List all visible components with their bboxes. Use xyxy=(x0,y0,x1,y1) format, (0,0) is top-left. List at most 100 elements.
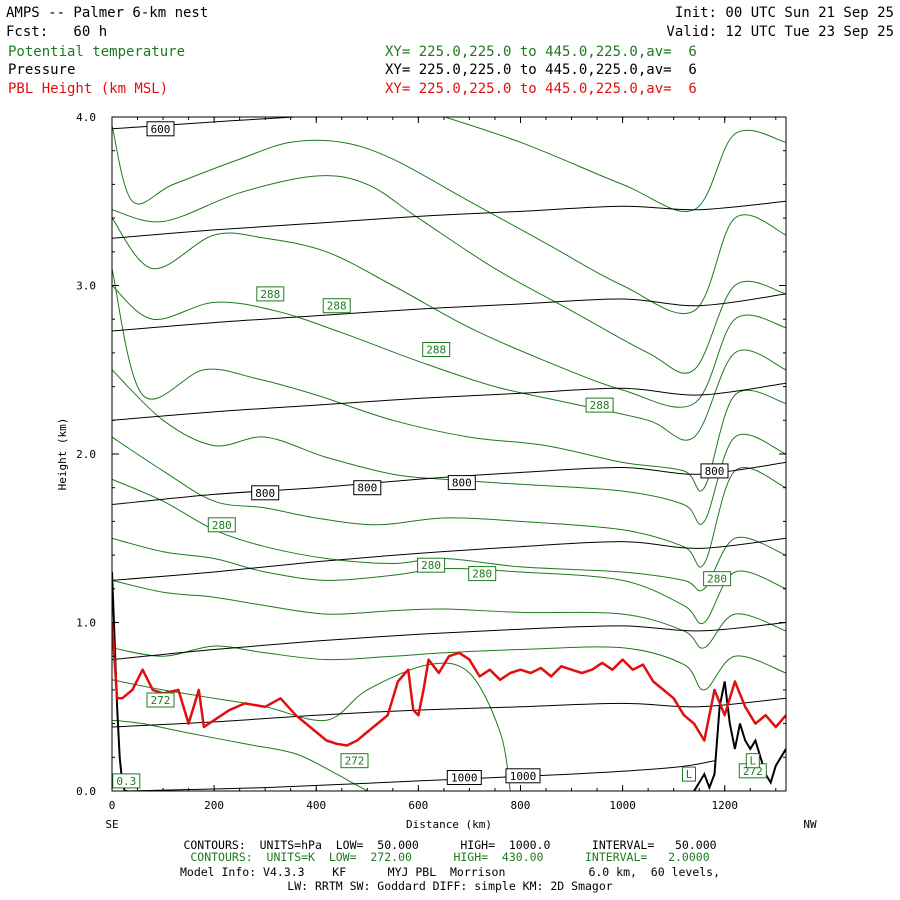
theta-contour-line xyxy=(112,579,786,649)
pressure-contour-label-box xyxy=(146,121,175,137)
x-tick-label: 0 xyxy=(109,799,116,812)
theta-contour-label-text: 288 xyxy=(590,399,610,412)
axes: Distance (km) Height (km) SE NW 0 200 400 6… xyxy=(56,111,817,831)
terrain-line-se xyxy=(112,571,128,791)
theta-contour-label-box xyxy=(682,766,696,782)
pressure-contour-label: 1000 xyxy=(446,770,482,785)
x-tick-label: 800 xyxy=(511,799,531,812)
theta-contour-label: 272 xyxy=(340,753,369,769)
se-label: SE xyxy=(105,818,118,831)
pressure-contour-750 xyxy=(112,382,786,421)
pbl-height-series xyxy=(112,622,786,747)
pressure-contour-label: 800 xyxy=(353,480,382,496)
theta-contour-label-text: 280 xyxy=(472,568,492,581)
theta-contour-label-box xyxy=(322,298,351,314)
theta-contour-label-box xyxy=(703,571,732,587)
pressure-contour-900 xyxy=(112,622,786,661)
y-tick-label: 1.0 xyxy=(76,617,96,630)
theta-contour-label-box xyxy=(745,753,760,769)
pressure-contour-label-box xyxy=(447,475,476,491)
pressure-contour-label-box xyxy=(446,770,482,785)
theta-contour-label-text: 288 xyxy=(426,344,446,357)
theta-contour-label-text: 288 xyxy=(327,300,347,313)
field-xy-pbl: XY= 225.0,225.0 to 445.0,225.0,av= 6 xyxy=(385,81,697,97)
theta-contour-label-box xyxy=(146,692,175,708)
pressure-contour-label: 800 xyxy=(700,463,729,479)
theta-contour-label-text: 0.3 xyxy=(116,775,136,788)
theta-contour-label-box xyxy=(207,517,236,533)
pressure-contour-850 xyxy=(112,537,786,581)
theta-contour-label: L xyxy=(682,766,696,782)
theta-contour-label: L xyxy=(745,753,760,769)
pressure-contour-label-box xyxy=(505,768,541,784)
theta-contour-label-text: 272 xyxy=(151,694,171,707)
nw-label: NW xyxy=(803,818,817,831)
theta-contour-line xyxy=(112,436,786,568)
field-name-pressure: Pressure xyxy=(8,62,76,78)
theta-contour-label: 280 xyxy=(703,571,732,587)
theta-contour-line xyxy=(112,175,786,374)
footer-theta-contours: CONTOURS: UNITS=K LOW= 272.00 HIGH= 430.… xyxy=(190,850,710,864)
theta-contour-label-box xyxy=(422,342,451,357)
theta-contour-label: 288 xyxy=(422,342,451,357)
theta-contour-label-box xyxy=(585,397,614,413)
pbl-height-line xyxy=(112,622,786,747)
x-tick-label: 200 xyxy=(204,799,224,812)
pressure-contour-label-text: 600 xyxy=(151,123,171,136)
theta-contours xyxy=(112,117,786,791)
pressure-contour-label: 1000 xyxy=(505,768,541,784)
theta-contour-label: 288 xyxy=(585,397,614,413)
header-title: AMPS -- Palmer 6-km nest xyxy=(6,5,209,21)
pressure-contour-label-box xyxy=(700,463,729,479)
x-axis-label: Distance (km) xyxy=(406,818,492,831)
field-xy-pressure: XY= 225.0,225.0 to 445.0,225.0,av= 6 xyxy=(385,62,697,78)
theta-contour-label: 288 xyxy=(256,286,285,302)
theta-contour-label-text: 272 xyxy=(345,755,365,768)
pressure-contour-label-text: 800 xyxy=(452,477,472,490)
theta-contour-label-box xyxy=(256,286,285,302)
pressure-contour-650 xyxy=(112,200,786,239)
theta-contour-line xyxy=(112,645,786,691)
theta-contour-line xyxy=(112,662,511,791)
theta-contour-label: 0.3 xyxy=(112,773,141,789)
plot-frame xyxy=(111,116,787,792)
pressure-contours xyxy=(112,117,786,791)
pressure-contour-label-box xyxy=(353,480,382,496)
header-valid: Valid: 12 UTC Tue 23 Sep 25 xyxy=(666,24,894,40)
pressure-contour-label-box xyxy=(251,485,280,501)
y-axis-label: Height (km) xyxy=(56,418,69,491)
y-tick-label: 4.0 xyxy=(76,111,96,124)
y-tick-label: 2.0 xyxy=(76,448,96,461)
theta-contour-line xyxy=(112,478,786,592)
pressure-contour-label-text: 1000 xyxy=(510,770,537,783)
terrain-line-nw xyxy=(693,681,786,791)
theta-contour-label: 280 xyxy=(207,517,236,533)
pressure-contour-label-text: 800 xyxy=(705,465,725,478)
pressure-contour-label-text: 800 xyxy=(255,487,275,500)
theta-contour-line xyxy=(112,125,786,315)
theta-contour-label-text: L xyxy=(749,755,756,768)
footer-model-info: Model Info: V4.3.3 KF MYJ PBL Morrison 6… xyxy=(179,865,721,879)
theta-contour-line xyxy=(112,268,786,492)
theta-contour-label: 280 xyxy=(468,566,497,582)
theta-contour-label-text: 288 xyxy=(260,288,280,301)
theta-contour-line xyxy=(112,285,786,441)
theta-contour-label-box xyxy=(468,566,497,582)
pressure-contour-950 xyxy=(112,697,786,728)
pressure-contour-600 xyxy=(112,117,305,130)
theta-contour-line xyxy=(112,217,786,408)
header-init: Init: 00 UTC Sun 21 Sep 25 xyxy=(674,5,894,21)
theta-contour-line xyxy=(112,537,786,625)
theta-contour-line xyxy=(443,117,786,212)
pressure-contour-label: 800 xyxy=(251,485,280,501)
theta-contour-label-box xyxy=(112,773,141,789)
theta-contour-label-text: 280 xyxy=(707,573,727,586)
footer-pressure-contours: CONTOURS: UNITS=hPa LOW= 50.000 HIGH= 10… xyxy=(183,838,717,852)
field-name-pbl: PBL Height (km MSL) xyxy=(8,81,169,97)
theta-contour-label: 280 xyxy=(417,557,446,573)
theta-contour-label-text: 280 xyxy=(212,519,232,532)
pressure-contour-700 xyxy=(112,293,786,332)
pressure-contour-label: 600 xyxy=(146,121,175,137)
pressure-contour-label-text: 800 xyxy=(357,482,377,495)
